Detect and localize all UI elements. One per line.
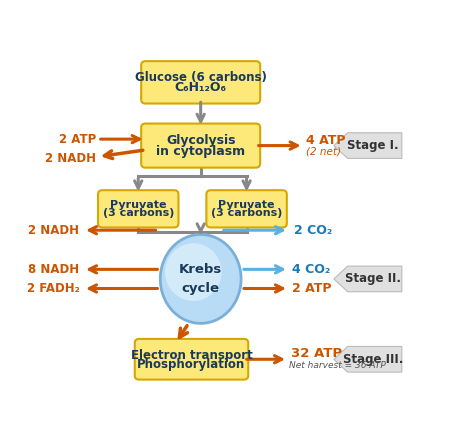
Text: Glucose (6 carbons): Glucose (6 carbons) <box>135 71 266 84</box>
FancyBboxPatch shape <box>206 190 287 227</box>
FancyBboxPatch shape <box>98 190 178 227</box>
Text: Krebs: Krebs <box>179 263 222 276</box>
Text: 2 NADH: 2 NADH <box>45 152 96 165</box>
Polygon shape <box>334 133 402 159</box>
Text: Pyruvate: Pyruvate <box>219 200 275 210</box>
Text: Electron transport: Electron transport <box>131 349 252 361</box>
Ellipse shape <box>165 243 222 301</box>
Text: 2 NADH: 2 NADH <box>28 224 80 237</box>
FancyBboxPatch shape <box>141 61 260 103</box>
Text: 2 ATP: 2 ATP <box>59 133 96 146</box>
Text: 2 ATP: 2 ATP <box>292 282 331 295</box>
Text: C₆H₁₂O₆: C₆H₁₂O₆ <box>175 81 227 94</box>
Text: (3 carbons): (3 carbons) <box>211 209 283 218</box>
Text: Phosphorylation: Phosphorylation <box>137 358 246 371</box>
Text: Net harvest = 36 ATP: Net harvest = 36 ATP <box>290 361 386 370</box>
Text: 4 CO₂: 4 CO₂ <box>292 263 330 276</box>
Text: 32 ATP: 32 ATP <box>291 347 342 360</box>
Text: Pyruvate: Pyruvate <box>110 200 166 210</box>
Polygon shape <box>334 266 402 292</box>
Text: Stage I.: Stage I. <box>347 139 399 152</box>
Text: 4 ATP: 4 ATP <box>307 134 346 147</box>
Text: 2 CO₂: 2 CO₂ <box>294 224 333 237</box>
Text: 2 FADH₂: 2 FADH₂ <box>27 282 80 295</box>
Text: Stage III.: Stage III. <box>343 353 403 366</box>
Text: Glycolysis: Glycolysis <box>166 135 236 147</box>
Text: in cytoplasm: in cytoplasm <box>156 145 245 158</box>
Text: cycle: cycle <box>182 282 219 295</box>
Text: Stage II.: Stage II. <box>345 273 401 285</box>
FancyBboxPatch shape <box>135 339 248 380</box>
Text: (2 net): (2 net) <box>307 146 341 156</box>
Text: 8 NADH: 8 NADH <box>28 263 80 276</box>
Text: (3 carbons): (3 carbons) <box>102 209 174 218</box>
FancyBboxPatch shape <box>141 123 260 168</box>
Ellipse shape <box>160 234 241 323</box>
Polygon shape <box>334 346 402 372</box>
